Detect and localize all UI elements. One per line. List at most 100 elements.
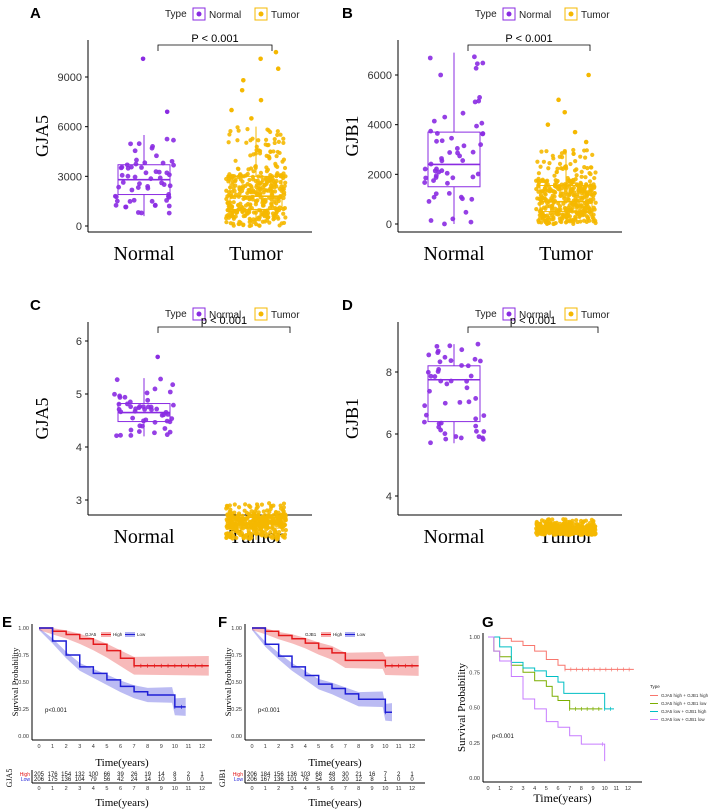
data-point-tumor bbox=[539, 149, 544, 154]
data-point-tumor bbox=[226, 200, 231, 205]
data-point-tumor bbox=[266, 178, 271, 184]
data-point-normal bbox=[137, 423, 143, 429]
x-tick-label: 5 bbox=[105, 744, 108, 750]
data-point-normal bbox=[434, 343, 440, 349]
at-risk-count: 0 bbox=[200, 777, 204, 783]
data-point-tumor bbox=[267, 195, 272, 200]
data-point-normal bbox=[113, 194, 119, 200]
legend-title: Type bbox=[475, 309, 497, 320]
data-point-tumor bbox=[250, 136, 255, 141]
data-point-tumor bbox=[282, 183, 287, 189]
data-point-tumor bbox=[265, 208, 270, 213]
legend-label-tumor: Tumor bbox=[581, 10, 610, 21]
data-point-normal bbox=[132, 174, 138, 180]
data-point-tumor bbox=[276, 139, 281, 144]
at-risk-count: 206 bbox=[34, 777, 45, 783]
data-point-tumor bbox=[588, 172, 593, 177]
y-tick-label: 0.75 bbox=[18, 653, 29, 659]
outlier-point-tumor bbox=[239, 87, 245, 93]
data-point-tumor bbox=[280, 533, 285, 538]
data-point-tumor bbox=[233, 158, 238, 163]
risk-x-tick-label: 8 bbox=[146, 786, 149, 792]
legend-title: Type bbox=[650, 684, 660, 689]
data-point-normal bbox=[435, 350, 441, 356]
data-point-tumor bbox=[245, 171, 250, 177]
at-risk-count: 0 bbox=[187, 777, 191, 783]
data-point-normal bbox=[133, 161, 139, 167]
data-point-normal bbox=[170, 382, 176, 388]
data-point-tumor bbox=[246, 209, 251, 214]
data-point-normal bbox=[114, 198, 120, 204]
data-point-tumor bbox=[542, 519, 547, 524]
data-point-tumor bbox=[228, 129, 233, 134]
significance-bracket bbox=[157, 326, 291, 333]
data-point-normal bbox=[442, 431, 448, 437]
data-point-tumor bbox=[247, 216, 252, 221]
data-point-tumor bbox=[270, 516, 275, 521]
panel-label-c: C bbox=[30, 297, 41, 314]
x-tick-label: 10 bbox=[382, 744, 388, 750]
x-tick-label: 9 bbox=[370, 744, 373, 750]
data-point-tumor bbox=[226, 140, 231, 145]
data-point-tumor bbox=[278, 132, 283, 137]
confidence-band-low bbox=[252, 628, 392, 722]
data-point-tumor bbox=[224, 531, 229, 536]
data-point-normal bbox=[112, 391, 117, 397]
data-point-tumor bbox=[565, 214, 571, 219]
data-point-tumor bbox=[282, 192, 287, 197]
legend-dot bbox=[568, 11, 574, 17]
x-tick-label: 1 bbox=[498, 786, 501, 792]
at-risk-count: 8 bbox=[370, 777, 374, 783]
data-point-tumor bbox=[587, 218, 592, 223]
data-point-normal bbox=[459, 363, 464, 368]
at-risk-count: 2 bbox=[187, 772, 191, 778]
data-point-normal bbox=[162, 426, 168, 431]
at-risk-count: 14 bbox=[144, 777, 151, 783]
data-point-tumor bbox=[583, 175, 588, 180]
outlier-point-tumor bbox=[249, 116, 254, 121]
at-risk-count: 1 bbox=[200, 772, 204, 778]
data-point-tumor bbox=[262, 219, 268, 224]
survival-curve bbox=[39, 627, 209, 667]
data-point-tumor bbox=[233, 528, 238, 534]
data-point-normal bbox=[114, 433, 119, 439]
data-point-tumor bbox=[259, 502, 265, 507]
data-point-tumor bbox=[281, 505, 286, 510]
data-point-tumor bbox=[568, 161, 573, 167]
data-point-normal bbox=[477, 95, 482, 100]
data-point-tumor bbox=[537, 196, 542, 201]
data-point-tumor bbox=[251, 217, 256, 222]
data-point-tumor bbox=[550, 523, 555, 529]
data-point-normal bbox=[119, 172, 125, 178]
data-point-normal bbox=[439, 168, 445, 174]
data-point-normal bbox=[133, 406, 139, 412]
legend-label-normal: Normal bbox=[209, 310, 241, 321]
data-point-tumor bbox=[562, 519, 567, 525]
data-point-normal bbox=[128, 427, 134, 433]
data-point-tumor bbox=[246, 503, 252, 508]
data-point-tumor bbox=[540, 189, 545, 194]
data-point-tumor bbox=[277, 522, 282, 527]
data-point-tumor bbox=[247, 219, 252, 225]
outlier-point-tumor bbox=[572, 129, 578, 135]
data-point-tumor bbox=[270, 523, 275, 529]
data-point-tumor bbox=[227, 132, 232, 137]
data-point-normal bbox=[444, 170, 450, 176]
risk-x-tick-label: 0 bbox=[37, 786, 40, 792]
data-point-tumor bbox=[541, 159, 546, 164]
survival-curve bbox=[488, 636, 634, 670]
data-point-tumor bbox=[541, 178, 546, 183]
data-point-normal bbox=[166, 194, 172, 200]
data-point-normal bbox=[450, 216, 456, 222]
x-tick-label: 12 bbox=[409, 744, 415, 750]
data-point-normal bbox=[159, 180, 165, 186]
risk-x-tick-label: 9 bbox=[160, 786, 163, 792]
data-point-tumor bbox=[230, 175, 235, 180]
data-point-tumor bbox=[228, 193, 233, 198]
data-point-tumor bbox=[265, 127, 270, 132]
x-tick-label-normal: Normal bbox=[423, 526, 485, 548]
at-risk-count: 26 bbox=[131, 772, 138, 778]
data-point-tumor bbox=[253, 222, 259, 227]
risk-row-label-low: Low bbox=[21, 777, 31, 783]
y-tick-label: 0.50 bbox=[18, 680, 29, 686]
